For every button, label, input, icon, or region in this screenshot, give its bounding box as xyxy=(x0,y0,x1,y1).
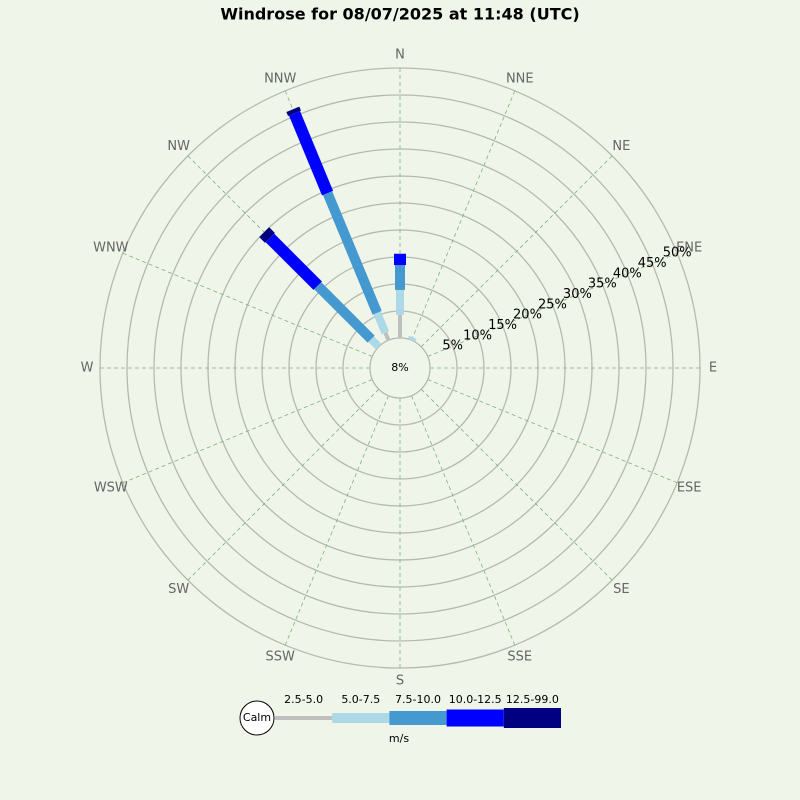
spoke xyxy=(411,90,516,341)
wind-segment xyxy=(383,332,391,342)
legend-label: 2.5-5.0 xyxy=(284,693,323,706)
legend-calm-label: Calm xyxy=(243,711,271,724)
spoke xyxy=(411,395,516,646)
spoke xyxy=(420,388,613,581)
wind-segment xyxy=(288,110,334,196)
ring-label: 10% xyxy=(463,328,492,343)
spoke xyxy=(187,388,380,581)
ring-label: 20% xyxy=(513,308,542,323)
direction-label: NW xyxy=(167,139,190,154)
legend-swatch xyxy=(503,708,561,728)
units-label: m/s xyxy=(389,732,409,745)
direction-label: SSE xyxy=(507,650,532,665)
direction-label: NE xyxy=(612,139,630,154)
wind-segment xyxy=(368,336,382,350)
direction-label: SE xyxy=(613,582,629,597)
direction-label: S xyxy=(396,674,404,689)
legend-calm xyxy=(239,700,275,736)
chart-title: Windrose for 08/07/2025 at 11:48 (UTC) xyxy=(220,5,579,24)
wind-segment xyxy=(259,227,275,243)
legend-swatch xyxy=(332,713,390,723)
direction-label: WSW xyxy=(94,480,128,495)
wind-segment xyxy=(373,311,390,335)
direction-label: N xyxy=(395,48,405,63)
legend-swatch xyxy=(389,711,447,725)
ring-label: 30% xyxy=(563,287,592,302)
spoke xyxy=(122,379,373,484)
ring-label: 35% xyxy=(588,277,617,292)
direction-label: ESE xyxy=(677,480,702,495)
legend-label: 5.0-7.5 xyxy=(341,693,380,706)
direction-label: ENE xyxy=(676,241,702,256)
direction-label: WNW xyxy=(93,241,129,256)
ring-label: 45% xyxy=(638,256,667,271)
spoke xyxy=(420,155,613,348)
direction-label: SSW xyxy=(266,650,296,665)
wind-segment xyxy=(265,233,322,290)
ring-label: 50% xyxy=(663,246,692,261)
direction-label: SW xyxy=(168,582,189,597)
direction-label: NNE xyxy=(506,71,534,86)
spoke xyxy=(122,252,373,357)
ring-label: 40% xyxy=(613,266,642,281)
spoke xyxy=(427,379,678,484)
ring xyxy=(153,121,647,615)
calm-value: 8% xyxy=(391,361,408,374)
legend-label: 12.5-99.0 xyxy=(506,693,559,706)
spoke xyxy=(284,395,389,646)
direction-label: W xyxy=(81,361,94,376)
legend-label: 10.0-12.5 xyxy=(449,693,502,706)
wind-segment xyxy=(286,106,301,116)
wind-segment xyxy=(314,282,375,343)
direction-label: NNW xyxy=(264,71,296,86)
ring-label: 5% xyxy=(442,339,463,354)
ring xyxy=(126,94,674,642)
direction-label: E xyxy=(709,361,717,376)
legend-swatch xyxy=(275,716,333,720)
wind-segment xyxy=(407,335,417,342)
legend-swatch xyxy=(446,709,504,727)
wind-segment xyxy=(322,191,382,315)
ring-label: 25% xyxy=(538,297,567,312)
legend-label: 7.5-10.0 xyxy=(395,693,441,706)
spoke xyxy=(427,252,678,357)
ring-label: 15% xyxy=(488,318,517,333)
